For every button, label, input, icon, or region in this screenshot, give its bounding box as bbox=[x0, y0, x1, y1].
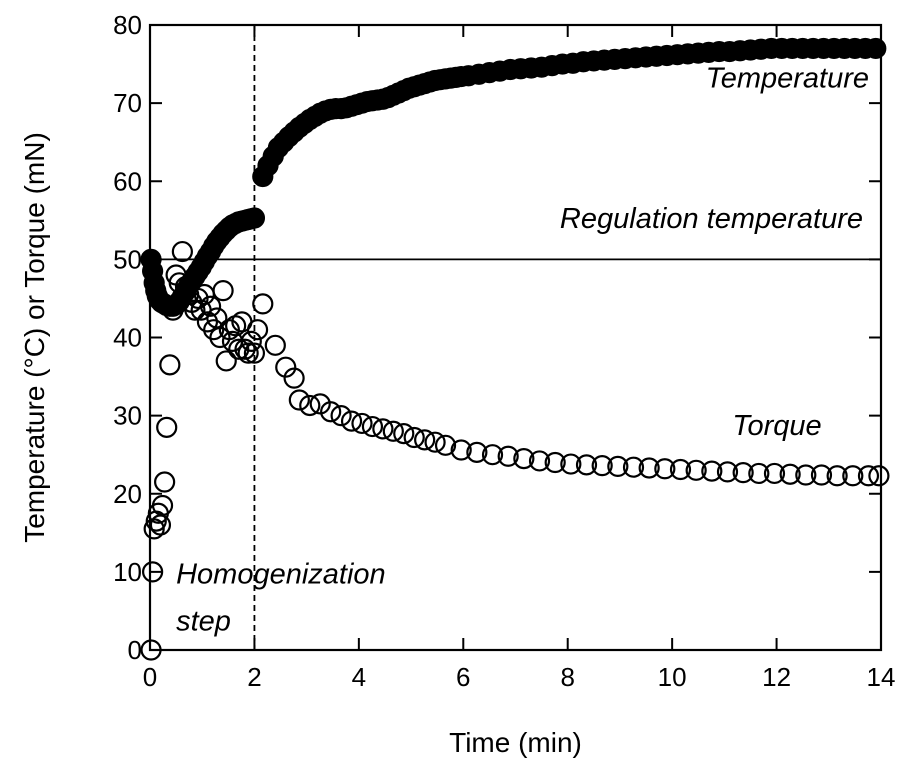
annotation-label: Temperature bbox=[706, 63, 869, 95]
torque-point bbox=[162, 299, 184, 321]
torque-point bbox=[450, 439, 472, 461]
torque-point bbox=[361, 415, 384, 438]
torque-point bbox=[156, 416, 178, 438]
torque-point bbox=[184, 299, 206, 321]
y-tick-label: 50 bbox=[113, 244, 142, 274]
torque-point bbox=[810, 464, 833, 486]
torque-point bbox=[264, 334, 286, 356]
torque-point bbox=[575, 454, 598, 476]
temperature-point bbox=[865, 37, 887, 60]
torque-point bbox=[638, 457, 660, 479]
torque-point bbox=[372, 418, 394, 440]
x-tick-label: 2 bbox=[247, 662, 261, 692]
torque-point bbox=[149, 514, 172, 536]
torque-point bbox=[299, 394, 321, 417]
y-tick-label: 40 bbox=[113, 323, 142, 353]
torque-point bbox=[466, 441, 488, 463]
x-axis-title: Time (min) bbox=[449, 727, 582, 758]
torque-point bbox=[868, 465, 890, 487]
torque-point bbox=[382, 420, 404, 442]
torque-point bbox=[513, 447, 535, 470]
x-tick-label: 10 bbox=[658, 662, 687, 692]
x-tick-label: 4 bbox=[352, 662, 366, 692]
torque-point bbox=[143, 518, 165, 540]
torque-point bbox=[252, 293, 274, 315]
torque-point bbox=[340, 410, 363, 432]
torque-point bbox=[199, 295, 222, 317]
y-tick-label: 30 bbox=[113, 401, 142, 431]
torque-point bbox=[748, 462, 770, 485]
torque-point bbox=[732, 462, 754, 484]
torque-point bbox=[403, 426, 425, 449]
torque-point bbox=[701, 460, 723, 482]
torque-point bbox=[857, 465, 880, 487]
temperature-point bbox=[243, 207, 266, 229]
annotations: Temperature Regulation temperature Torque H… bbox=[176, 63, 869, 638]
torque-point bbox=[544, 451, 566, 474]
torque-point bbox=[607, 455, 629, 478]
x-tick-label: 14 bbox=[867, 662, 896, 692]
torque-point bbox=[330, 405, 352, 427]
torque-point bbox=[842, 465, 864, 487]
x-tick-label: 0 bbox=[143, 662, 157, 692]
torque-point bbox=[591, 455, 613, 477]
axes: 0 10 20 30 40 50 60 70 80 0 2 4 6 8 10 12 14 bbox=[113, 10, 895, 692]
torque-point bbox=[528, 450, 551, 472]
y-tick-label: 70 bbox=[113, 88, 142, 118]
torque-point bbox=[669, 458, 692, 481]
torque-point bbox=[481, 444, 504, 466]
torque-point bbox=[424, 431, 446, 453]
torque-point bbox=[826, 465, 848, 487]
torque-point bbox=[151, 494, 174, 517]
torque-point bbox=[225, 315, 247, 337]
plot-area bbox=[140, 25, 890, 661]
y-tick-label: 10 bbox=[113, 557, 142, 587]
torque-point bbox=[187, 287, 209, 310]
torque-point bbox=[228, 338, 250, 360]
torque-point bbox=[243, 342, 266, 364]
torque-point bbox=[159, 354, 181, 376]
torque-point bbox=[497, 445, 519, 467]
y-tick-label: 80 bbox=[113, 10, 142, 40]
annotation-label: Homogenization bbox=[176, 559, 386, 591]
y-tick-label: 20 bbox=[113, 479, 142, 509]
torque-point bbox=[320, 401, 342, 423]
torque-point bbox=[434, 434, 457, 456]
torque-point bbox=[779, 463, 801, 485]
torque-point bbox=[283, 367, 305, 389]
x-tick-label: 12 bbox=[762, 662, 791, 692]
torque-point bbox=[171, 240, 193, 263]
annotation-label: step bbox=[176, 605, 231, 637]
torque-point bbox=[215, 350, 237, 372]
torque-point bbox=[560, 453, 582, 475]
torque-point bbox=[654, 458, 676, 480]
torque-point bbox=[685, 459, 707, 481]
torque-point bbox=[288, 389, 310, 411]
torque-point bbox=[237, 342, 259, 364]
annotation-label: Torque bbox=[732, 410, 821, 442]
x-tick-label: 6 bbox=[456, 662, 470, 692]
torque-point bbox=[622, 456, 645, 478]
torque-point bbox=[240, 330, 262, 353]
torque-point bbox=[212, 280, 234, 302]
x-tick-label: 8 bbox=[560, 662, 574, 692]
y-tick-label: 60 bbox=[113, 166, 142, 196]
y-tick-label: 0 bbox=[128, 635, 142, 665]
torque-point bbox=[763, 462, 786, 485]
torque-point bbox=[414, 429, 436, 451]
torque-point bbox=[393, 422, 415, 445]
torque-point bbox=[246, 319, 269, 341]
torque-point bbox=[154, 471, 176, 493]
torque-point bbox=[716, 461, 739, 483]
torque-point bbox=[795, 464, 817, 486]
torque-point bbox=[142, 561, 164, 583]
annotation-label: Regulation temperature bbox=[560, 203, 863, 235]
torque-point bbox=[218, 319, 240, 341]
y-axis-title: Temperature (°C) or Torque (mN) bbox=[19, 132, 50, 543]
torque-point bbox=[351, 412, 373, 435]
